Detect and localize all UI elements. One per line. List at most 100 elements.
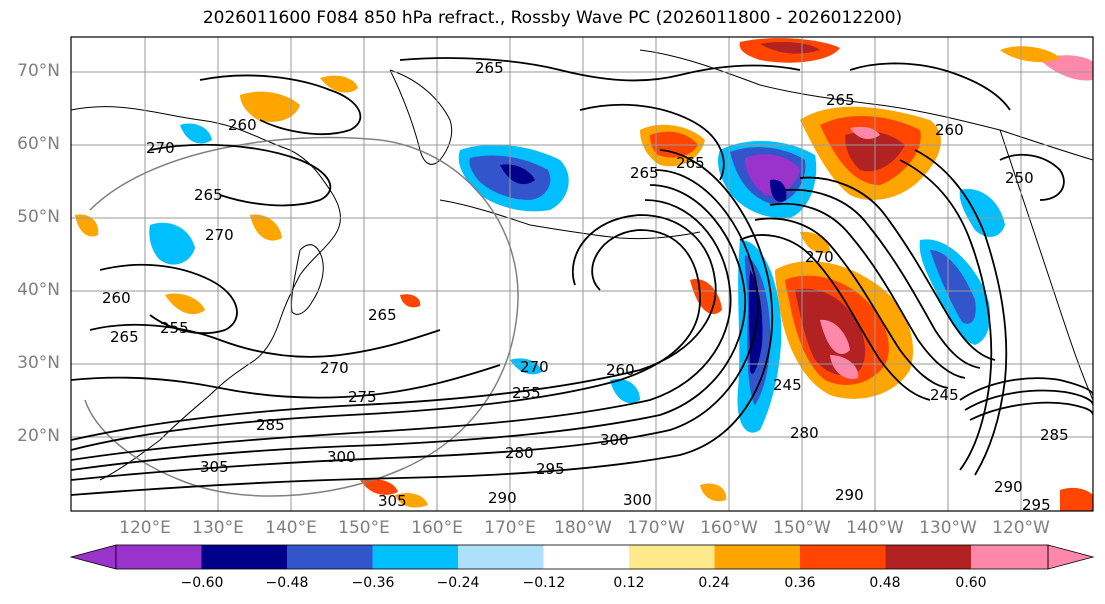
contour-label: 265 [826, 91, 855, 109]
shade-patch [959, 189, 1005, 237]
shade-patch [800, 231, 830, 254]
shade-patch [820, 319, 850, 355]
lon-label-170w: 170°W [627, 518, 685, 538]
lon-label-140e: 140°E [265, 518, 317, 538]
lon-label-160e: 160°E [411, 518, 463, 538]
colorbar-tick: −0.36 [351, 575, 395, 591]
contour-label: 265 [676, 154, 705, 172]
colorbar-bin [714, 545, 800, 569]
reference-circle [84, 136, 519, 497]
coast-na [999, 129, 1093, 401]
contour-label: 290 [994, 478, 1023, 496]
shaded-anomalies [75, 38, 1093, 511]
contour-label: 295 [536, 460, 565, 478]
contour-label: 285 [1040, 426, 1069, 444]
shade-patch [250, 214, 282, 241]
contour-line [579, 103, 725, 181]
map-title: 2026011600 F084 850 hPa refract., Rossby… [202, 8, 903, 28]
lon-label-150w: 150°W [773, 518, 831, 538]
lon-label-130w: 130°W [919, 518, 977, 538]
contour-line [784, 188, 981, 369]
colorbar [69, 544, 1095, 570]
contour-line [99, 263, 238, 335]
contour-label: 260 [606, 361, 635, 379]
colorbar-bin [372, 545, 458, 569]
shade-patch [749, 270, 763, 374]
colorbar-bin [201, 545, 287, 569]
lat-label-60n: 60°N [17, 134, 60, 154]
contour-label: 255 [160, 319, 189, 337]
contour-line [71, 184, 747, 471]
shade-patch [395, 493, 428, 508]
coast-japan [291, 244, 324, 315]
contour-label: 245 [773, 376, 802, 394]
lon-label-130e: 130°E [192, 518, 244, 538]
shade-patch [770, 179, 787, 202]
contour-line [89, 323, 441, 358]
colorbar-bin [458, 545, 544, 569]
shade-patch [149, 222, 195, 265]
contour-line [199, 74, 362, 136]
contour-label: 265 [110, 328, 139, 346]
contour-line [399, 57, 801, 82]
contour-label: 300 [327, 448, 356, 466]
shade-patch [760, 42, 820, 54]
contour-label: 270 [146, 139, 175, 157]
contour-line [71, 214, 717, 441]
shade-patch [1040, 55, 1093, 81]
contour-label: 270 [205, 226, 234, 244]
shade-patch [745, 154, 800, 196]
lon-label-150e: 150°E [338, 518, 390, 538]
contour-label: 285 [256, 416, 285, 434]
lat-label-50n: 50°N [17, 207, 60, 227]
contour-label: 280 [790, 424, 819, 442]
colorbar-tick: −0.24 [436, 575, 480, 591]
contour-line [959, 377, 1093, 401]
colorbar-tick: 0.24 [698, 575, 730, 591]
shade-patch [500, 164, 535, 185]
colorbar-tick: −0.48 [265, 575, 309, 591]
contour-line [969, 401, 1093, 421]
lat-label-40n: 40°N [17, 280, 60, 300]
colorbar-tick: 0.60 [955, 575, 987, 591]
contour-label: 290 [488, 489, 517, 507]
lat-label-20n: 20°N [17, 426, 60, 446]
shade-patch [610, 378, 640, 404]
shade-patch [320, 75, 358, 93]
shade-patch [850, 126, 880, 140]
colorbar-bin [971, 545, 1048, 569]
contour-label: 280 [505, 444, 534, 462]
contour-line [71, 199, 732, 461]
colorbar-tick: −0.60 [180, 575, 224, 591]
contour-label: 265 [630, 164, 659, 182]
colorbar-tick: 0.48 [869, 575, 901, 591]
contour-line [799, 176, 996, 361]
shade-patch [75, 214, 99, 237]
contour-label: 260 [228, 116, 257, 134]
shade-patch [930, 250, 976, 324]
lat-label-70n: 70°N [17, 61, 60, 81]
contour-label: 270 [520, 358, 549, 376]
contour-line [964, 389, 1093, 411]
contour-label: 275 [348, 388, 377, 406]
shade-patch [700, 483, 727, 502]
contour-line [914, 149, 1008, 476]
contour-line [71, 149, 774, 496]
contour-label: 300 [623, 491, 652, 509]
lon-label-170e: 170°E [484, 518, 536, 538]
contour-label: 260 [102, 289, 131, 307]
contour-label: 270 [805, 248, 834, 266]
shade-patch [1060, 487, 1093, 511]
colorbar-extend-low [69, 544, 117, 570]
lon-label-120w: 120°W [992, 518, 1050, 538]
colorbar-bin [629, 545, 715, 569]
colorbar-extend-high [1047, 544, 1095, 570]
contour-label: 265 [194, 186, 223, 204]
lat-label-30n: 30°N [17, 353, 60, 373]
contour-line [754, 217, 949, 389]
contour-line [769, 202, 966, 379]
contour-label: 290 [835, 486, 864, 504]
colorbar-bin [800, 545, 886, 569]
refractivity-contours [71, 57, 1093, 496]
